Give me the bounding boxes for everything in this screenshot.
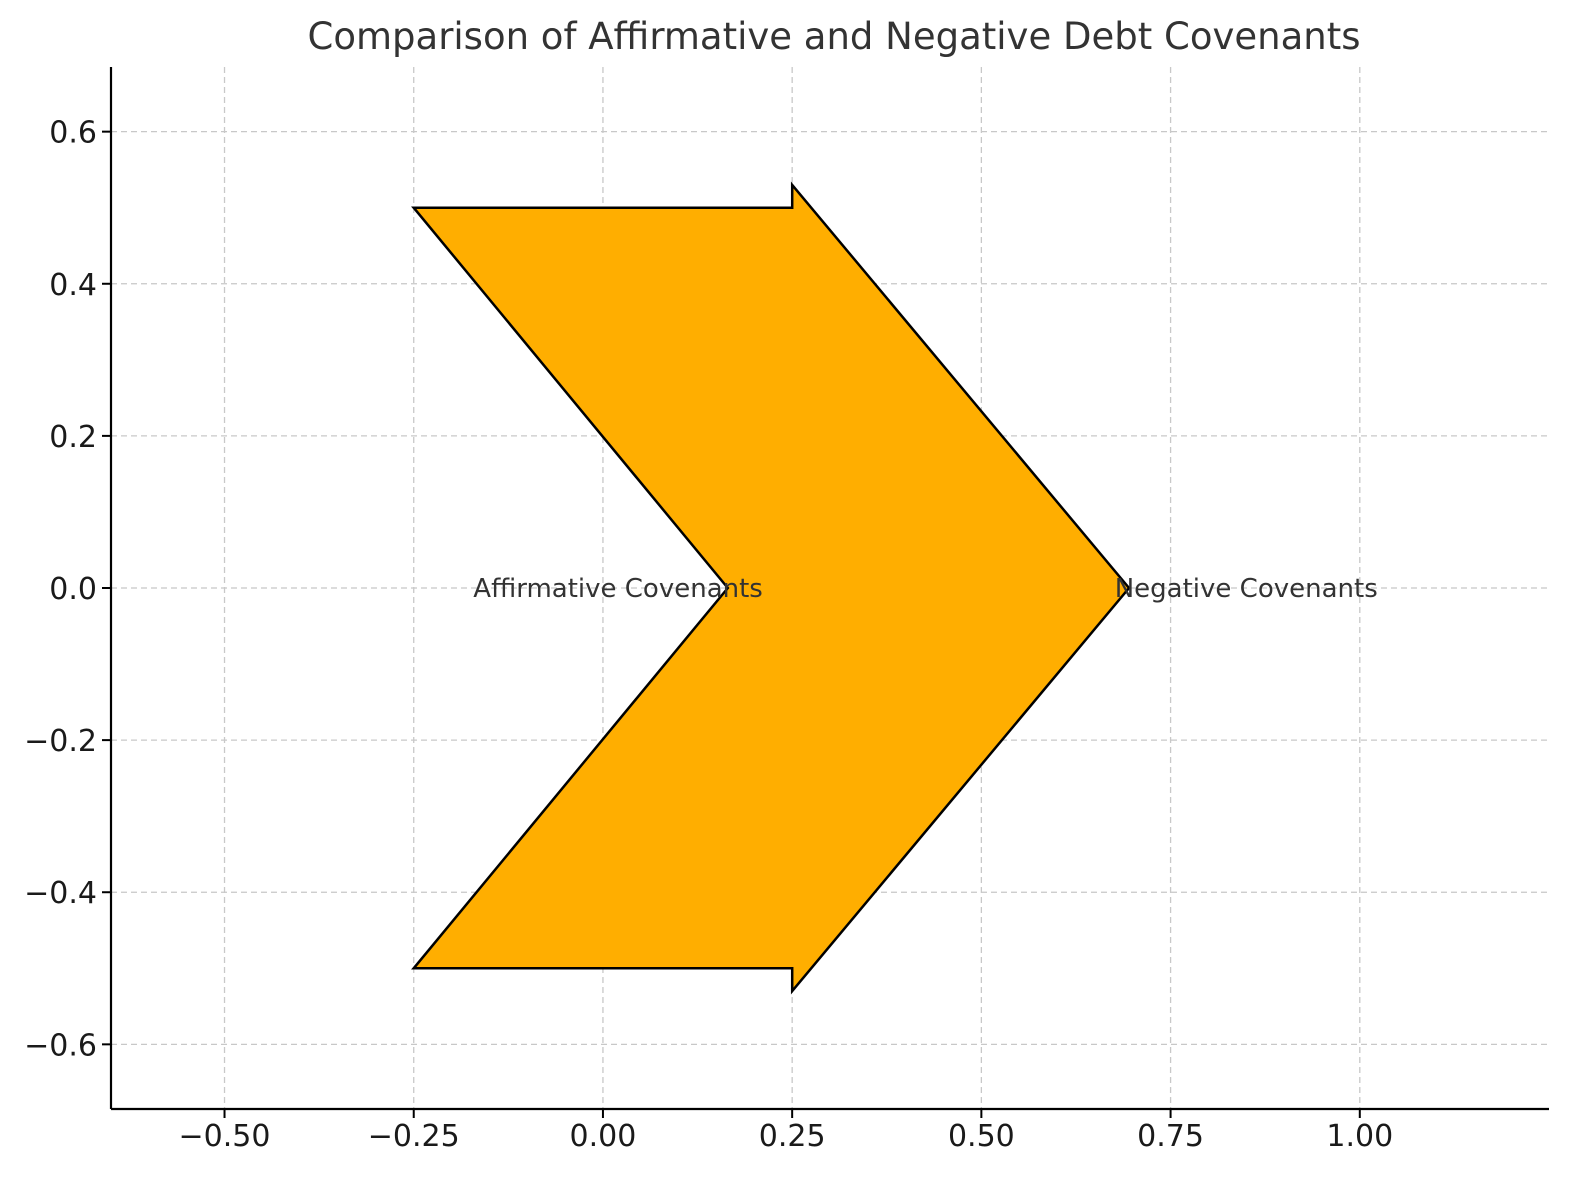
annotation-label: Affirmative Covenants	[473, 574, 763, 604]
x-tick-label: 0.00	[570, 1119, 637, 1154]
y-tick-label: 0.0	[49, 572, 97, 607]
chevron-arrow-shape	[411, 181, 1131, 995]
y-tick-label: 0.6	[49, 116, 97, 151]
axes: −0.50 −0.25 0.00 0.25 0.50 0.75 1.00 −0.6 −0.4 −0…	[24, 67, 1549, 1154]
y-tick-label: 0.2	[49, 420, 97, 455]
x-tick-label: 0.25	[759, 1119, 826, 1154]
x-tick-label: 0.50	[948, 1119, 1015, 1154]
x-tick-label: 1.00	[1326, 1119, 1393, 1154]
x-tick-label: −0.25	[368, 1119, 460, 1154]
y-tick-label: −0.4	[24, 876, 97, 911]
shape-layer	[411, 181, 1131, 995]
y-tick-label: −0.2	[24, 724, 97, 759]
annotation-label: Negative Covenants	[1115, 574, 1378, 604]
annotations: Affirmative Covenants Negative Covenants	[473, 574, 1377, 604]
x-tick-label: 0.75	[1137, 1119, 1204, 1154]
x-tick-label: −0.50	[179, 1119, 271, 1154]
chart-title: Comparison of Affirmative and Negative D…	[308, 15, 1361, 58]
y-tick-label: −0.6	[24, 1028, 97, 1063]
y-tick-label: 0.4	[49, 268, 97, 303]
